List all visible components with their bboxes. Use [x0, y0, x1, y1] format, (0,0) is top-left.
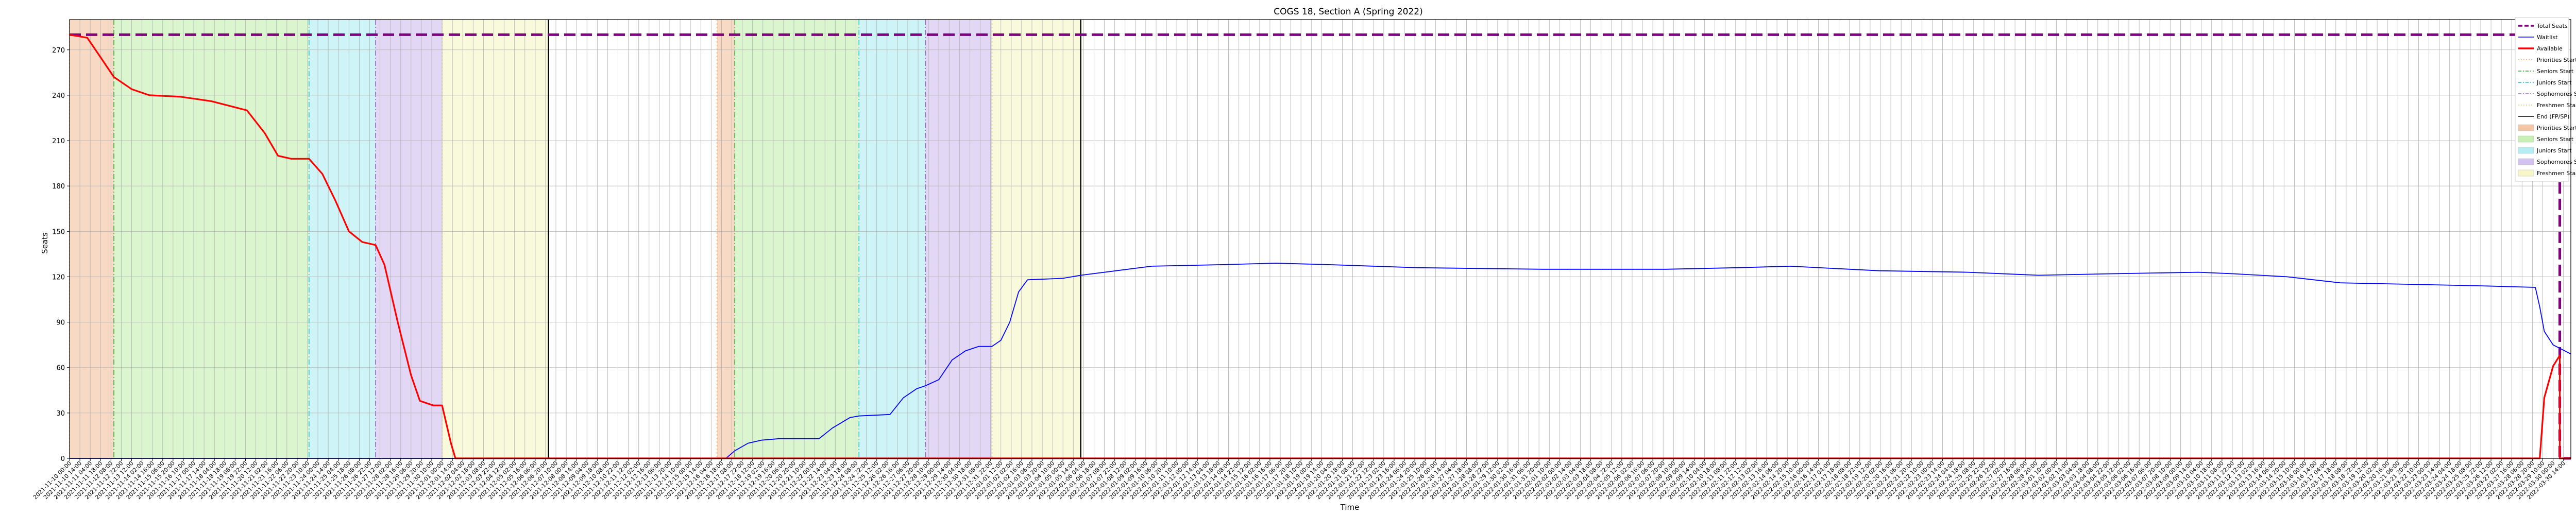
legend-label: Waitlist: [2537, 34, 2558, 41]
y-tick-label: 180: [52, 183, 65, 191]
period-band: [375, 20, 443, 458]
x-axis-label: Time: [1340, 503, 1360, 512]
legend-label: Available: [2537, 45, 2563, 52]
legend-label: Juniors Start: [2536, 147, 2572, 154]
legend-label: Juniors Start: [2536, 79, 2572, 86]
period-band: [859, 20, 926, 458]
y-tick-label: 90: [56, 319, 65, 327]
y-tick-label: 60: [56, 365, 65, 372]
legend-swatch: [2518, 158, 2534, 165]
period-band: [309, 20, 376, 458]
y-tick-label: 120: [52, 273, 65, 281]
legend-label: Freshmen Start: [2537, 170, 2576, 177]
legend-swatch: [2518, 169, 2534, 177]
period-band: [442, 20, 549, 458]
legend-label: Seniors Start: [2537, 136, 2574, 143]
legend-label: Priorities Start: [2537, 125, 2576, 131]
series-line-waitlist: [70, 263, 2571, 459]
legend-label: Sophomores Start: [2537, 159, 2576, 165]
legend-label: Freshmen Start: [2537, 102, 2576, 109]
legend-box: [2515, 17, 2569, 182]
legend-label: Total Seats: [2536, 23, 2568, 29]
legend-label: End (FP/SP): [2537, 113, 2569, 120]
y-axis-label: Seats: [40, 232, 49, 254]
legend-label: Priorities Start: [2537, 57, 2576, 63]
period-band: [735, 20, 859, 458]
legend-swatch: [2518, 147, 2534, 154]
y-tick-label: 30: [56, 410, 65, 418]
period-band: [114, 20, 309, 458]
legend: Total Seats Waitlist Available Priorities S…: [2515, 17, 2576, 182]
period-band: [992, 20, 1081, 458]
period-band: [70, 20, 114, 458]
y-tick-label: 210: [52, 138, 65, 145]
chart-title: COGS 18, Section A (Spring 2022): [1274, 7, 1422, 17]
y-tick-label: 150: [52, 228, 65, 236]
legend-label: Seniors Start: [2537, 68, 2574, 75]
y-tick-label: 240: [52, 92, 65, 100]
plot-frame: [69, 19, 2571, 459]
y-tick-label: 270: [52, 47, 65, 55]
legend-swatch: [2518, 124, 2534, 131]
period-band: [925, 20, 992, 458]
y-tick-label: 0: [61, 455, 65, 463]
series-line-total-seats: [70, 33, 2571, 460]
legend-swatch: [2518, 135, 2534, 143]
period-band: [717, 20, 735, 458]
legend-label: Sophomores Start: [2537, 91, 2576, 97]
